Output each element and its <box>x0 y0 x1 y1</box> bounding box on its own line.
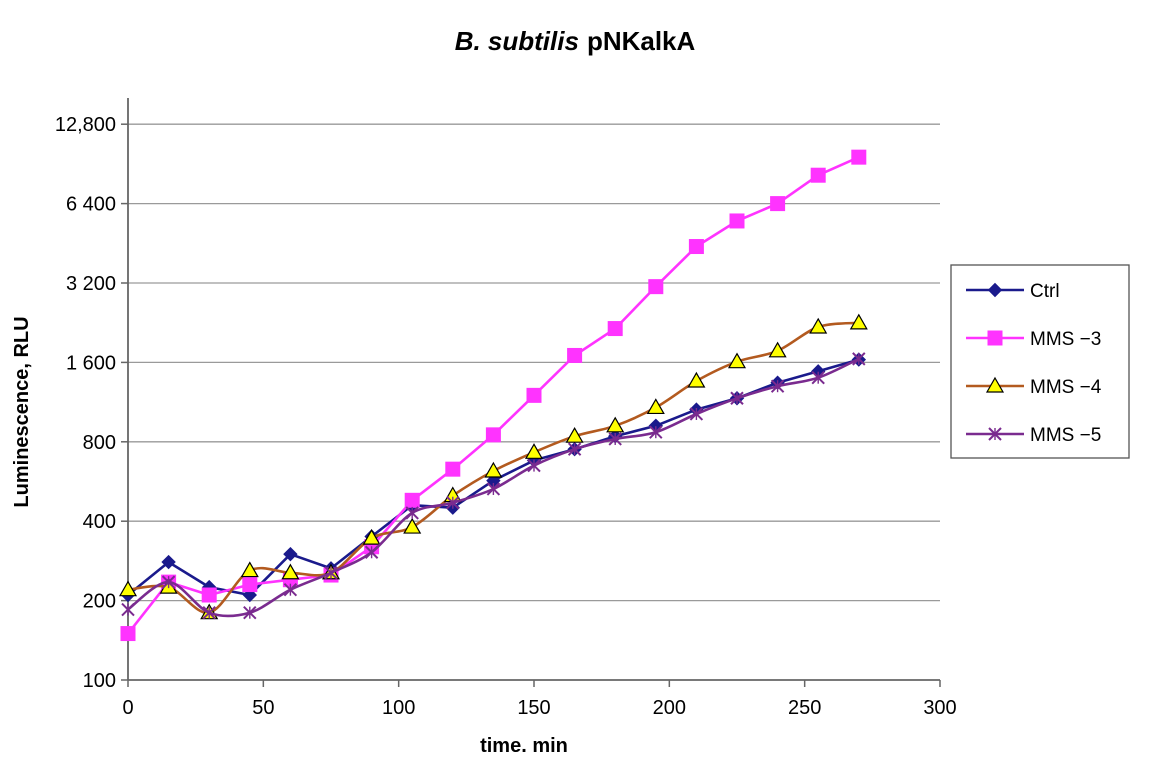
series-3-point <box>849 313 868 330</box>
x-tick-label: 100 <box>382 697 415 719</box>
series-3-point <box>524 443 544 459</box>
chart-title-rest: pNKalkA <box>587 26 696 56</box>
legend-label: MMS −4 <box>1030 377 1102 398</box>
legend: Ctrl MMS −3 MMS −4 MMS −5 <box>950 264 1130 459</box>
series-2-point <box>201 587 217 603</box>
y-tick-label: 400 <box>83 511 116 533</box>
series-4-point <box>446 496 460 510</box>
series-2-point <box>120 626 136 642</box>
series-3-point <box>646 398 665 415</box>
series-3-point <box>403 517 422 534</box>
x-axis-label: time. min <box>480 735 568 757</box>
series-2-point <box>526 387 542 403</box>
series-3-point <box>809 317 828 334</box>
series-3-point <box>727 352 747 369</box>
series-4-point <box>161 575 176 589</box>
legend-marker <box>988 427 1002 441</box>
series-3 <box>118 313 868 620</box>
series-3-point <box>240 561 259 578</box>
series-group <box>118 149 868 642</box>
series-3-point <box>565 427 584 443</box>
legend-label: MMS −5 <box>1030 425 1101 446</box>
x-tick-label: 0 <box>122 697 133 719</box>
x-tick-label: 250 <box>788 697 821 719</box>
series-4-point <box>364 545 379 559</box>
series-4-point <box>608 432 622 446</box>
y-tick-label: 800 <box>83 432 116 454</box>
series-2-point <box>729 213 745 229</box>
series-3-point <box>606 416 625 433</box>
series-4-point <box>202 605 216 620</box>
x-axis-ticks: 0 50 100 150 200 250 300 <box>122 680 957 719</box>
series-2-point <box>567 347 583 363</box>
series-2-point <box>688 239 704 255</box>
series-4-point <box>486 482 501 496</box>
legend-box <box>950 264 1130 459</box>
y-tick-label: 100 <box>83 670 116 692</box>
series-2-point <box>770 196 786 212</box>
y-axis-label: Luminescence, RLU <box>11 316 33 507</box>
y-axis-ticks: 100 200 400 800 1 600 3 200 6 400 12,800 <box>55 114 128 692</box>
series-4-point <box>689 407 704 421</box>
series-2-point <box>485 427 501 443</box>
y-tick-label: 12,800 <box>55 114 116 136</box>
series-4-point <box>852 352 866 366</box>
y-tick-label: 3 200 <box>66 273 116 295</box>
series-4-point <box>324 566 338 580</box>
series-1-point <box>161 554 176 570</box>
x-tick-label: 50 <box>252 697 274 719</box>
chart-title-italic: B. subtilis <box>455 26 579 56</box>
series-2 <box>120 149 867 642</box>
y-tick-label: 6 400 <box>66 194 116 216</box>
legend-label: MMS −3 <box>1030 329 1101 350</box>
series-4-point <box>283 582 298 597</box>
series-2-point <box>607 321 623 337</box>
y-tick-label: 200 <box>83 591 116 613</box>
series-1-point <box>283 546 298 562</box>
legend-marker <box>987 330 1003 346</box>
legend-marker <box>985 376 1005 393</box>
series-4 <box>121 352 866 620</box>
series-2-point <box>445 461 461 477</box>
series-4-point <box>730 391 744 405</box>
series-3-point <box>768 341 787 358</box>
series-2-point <box>242 577 258 593</box>
series-3-point <box>687 371 706 388</box>
series-4-point <box>121 602 135 617</box>
chart-title: B. subtilis pNKalkA <box>455 26 696 56</box>
series-2-point <box>851 149 867 165</box>
series-3-point <box>118 580 138 597</box>
x-tick-label: 200 <box>653 697 686 719</box>
series-4-point <box>811 370 825 385</box>
series-4-point <box>405 506 419 520</box>
legend-label: Ctrl <box>1030 281 1060 302</box>
series-2-point <box>404 492 420 508</box>
series-3-point <box>362 528 381 545</box>
series-4-point <box>527 458 541 473</box>
series-3-point <box>484 461 503 478</box>
series-4-point <box>567 442 582 456</box>
y-tick-label: 1 600 <box>66 352 116 374</box>
series-2-point <box>810 167 826 183</box>
series-4-point <box>649 425 663 439</box>
grid <box>128 123 940 602</box>
legend-marker <box>987 282 1003 298</box>
series-2-point <box>648 279 664 295</box>
x-tick-label: 300 <box>923 697 956 719</box>
series-3-point <box>281 563 300 580</box>
series-4-point <box>770 379 785 393</box>
series-4-point <box>243 605 257 620</box>
x-tick-label: 150 <box>517 697 550 719</box>
